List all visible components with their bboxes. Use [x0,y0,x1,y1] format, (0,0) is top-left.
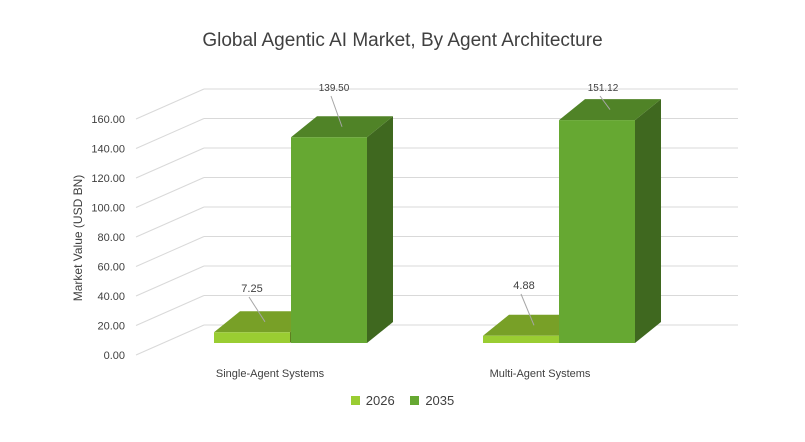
gridline-side [135,177,205,208]
gridline-side [135,88,205,120]
data-label-leader [599,95,611,110]
y-axis-title: Market Value (USD BN) [71,175,85,301]
legend-item-2026: 2026 [350,393,395,408]
data-label-leader [520,293,535,326]
axis-labels: 0.00 20.00 40.00 60.00 80.00 100.00 120.00 140.… [71,114,591,380]
data-label-leader [330,95,343,127]
y-tick-label: 100.00 [91,203,125,215]
bar-front-face [483,335,559,343]
legend-label: 2035 [425,393,455,408]
gridline-side [135,295,205,326]
y-tick-label: 120.00 [91,173,125,185]
data-label: 7.25 [241,283,262,295]
data-label: 139.50 [319,83,350,94]
legend: 2026 2035 [0,393,805,408]
bar-front-face [559,120,635,344]
y-tick-label: 60.00 [97,262,125,274]
gridline-side [135,236,205,267]
gridline-side [135,324,205,356]
bar-side-face [635,99,661,344]
y-tick-label: 0.00 [104,350,125,362]
data-label: 4.88 [513,280,534,292]
y-tick-label: 80.00 [97,232,125,244]
legend-item-2035: 2035 [410,393,454,408]
gridline-side [135,265,205,297]
gridline-side [135,206,205,238]
y-tick-label: 20.00 [97,321,125,333]
gridline-side [135,147,205,179]
data-labels: 7.25 4.88 139.50 151.12 [241,83,619,326]
bars [214,99,661,344]
bar-side-face [367,116,393,343]
bar-front-face [291,137,367,343]
gridline-side [135,118,205,149]
legend-swatch [410,396,420,405]
y-tick-label: 140.00 [91,144,125,156]
legend-label: 2026 [365,393,395,408]
bar-front-face [214,332,290,343]
chart-title: Global Agentic AI Market, By Agent Archi… [202,30,603,51]
category-label: Single-Agent Systems [216,368,325,380]
category-label: Multi-Agent Systems [490,368,591,380]
legend-swatch [350,396,360,405]
y-tick-label: 40.00 [97,291,125,303]
y-tick-label: 160.00 [91,114,125,126]
data-label-leader [248,296,266,323]
data-label: 151.12 [588,83,619,94]
